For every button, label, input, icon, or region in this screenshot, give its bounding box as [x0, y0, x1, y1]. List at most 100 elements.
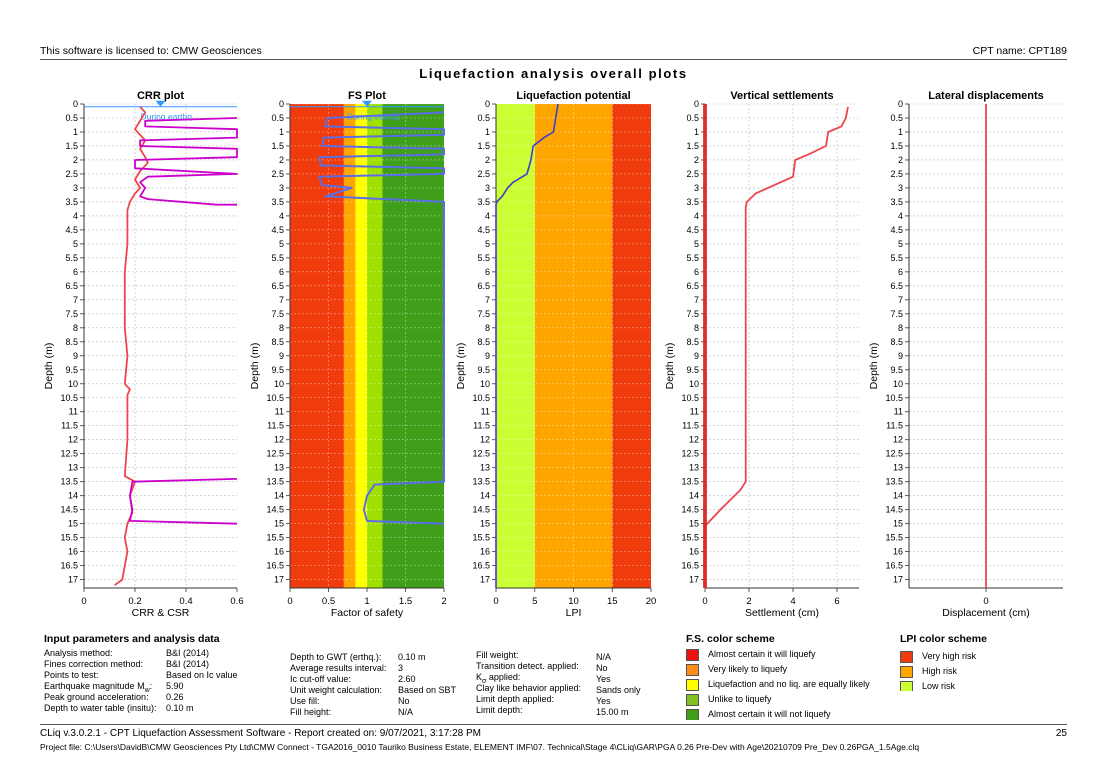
- param-label: Use fill:: [290, 696, 320, 706]
- y-tick-label: 11.5: [267, 421, 284, 431]
- y-tick-label: 5: [485, 239, 490, 249]
- param-label: Unit weight calculation:: [290, 685, 383, 695]
- param-label: Fill height:: [290, 707, 332, 717]
- y-tick-label: 2.5: [686, 169, 699, 179]
- y-tick-label: 6.5: [65, 281, 78, 291]
- y-tick-label: 5: [279, 239, 284, 249]
- x-axis-label: CRR & CSR: [132, 607, 190, 619]
- y-tick-label: 16: [893, 547, 903, 557]
- y-tick-label: 16.5: [681, 561, 699, 571]
- y-axis-label: Depth (m): [249, 343, 261, 390]
- y-tick-label: 6.5: [477, 281, 490, 291]
- y-tick-label: 17: [480, 575, 490, 585]
- param-value: 15.00 m: [596, 707, 629, 717]
- x-tick-label: 0.6: [230, 596, 243, 607]
- y-tick-label: 0: [73, 99, 78, 109]
- fs-scheme-label: Unlike to liquefy: [708, 694, 772, 704]
- fs-scheme-label: Liquefaction and no liq. are equally lik…: [708, 679, 870, 689]
- chart-title: Vertical settlements: [730, 90, 833, 102]
- y-tick-label: 13: [274, 463, 284, 473]
- chart-title: Lateral displacements: [928, 90, 1044, 102]
- y-tick-label: 1: [898, 127, 903, 137]
- y-tick-label: 16.5: [472, 561, 490, 571]
- lpi-scheme-swatch: [900, 681, 913, 691]
- y-tick-label: 8.5: [686, 337, 699, 347]
- lpi-scheme-legend: Very high risk High risk Low risk: [900, 650, 1060, 691]
- y-tick-label: 17: [274, 575, 284, 585]
- y-tick-label: 1.5: [477, 141, 490, 151]
- y-axis-label: Depth (m): [455, 343, 467, 390]
- y-tick-label: 14: [274, 491, 284, 501]
- y-tick-label: 6: [485, 267, 490, 277]
- y-tick-label: 10: [689, 379, 699, 389]
- y-tick-label: 11: [690, 407, 699, 417]
- y-tick-label: 6: [279, 267, 284, 277]
- chart-panel: FS Plot00.511.522.533.544.555.566.577.58…: [249, 90, 447, 619]
- lpi-scheme-title: LPI color scheme: [900, 633, 987, 645]
- y-tick-label: 4: [694, 211, 699, 221]
- y-tick-label: 8.5: [477, 337, 490, 347]
- lpi-scheme-item: Low risk: [900, 680, 1060, 691]
- y-tick-label: 9: [485, 351, 490, 361]
- y-tick-label: 10.5: [266, 393, 284, 403]
- param-label: Analysis method:: [44, 648, 113, 658]
- y-tick-label: 10: [480, 379, 490, 389]
- param-value: Yes: [596, 696, 611, 706]
- chart-title: FS Plot: [348, 90, 386, 102]
- y-tick-label: 0.5: [477, 113, 490, 123]
- y-tick-label: 7: [694, 295, 699, 305]
- series-line: [114, 106, 149, 586]
- params-col2-labels: Depth to GWT (erthq.): Average results i…: [290, 652, 386, 718]
- y-tick-label: 12: [893, 435, 903, 445]
- param-label: Fines correction method:: [44, 659, 144, 669]
- y-tick-label: 17: [689, 575, 699, 585]
- param-value: B&I (2014): [166, 648, 210, 658]
- y-tick-label: 1: [694, 127, 699, 137]
- y-tick-label: 14: [68, 491, 78, 501]
- y-tick-label: 15.5: [885, 533, 903, 543]
- y-tick-label: 7.5: [271, 309, 284, 319]
- y-tick-label: 17: [68, 575, 78, 585]
- x-tick-label: 15: [607, 596, 618, 607]
- y-tick-label: 13.5: [60, 477, 78, 487]
- y-tick-label: 3: [485, 183, 490, 193]
- param-value: Based on Ic value: [166, 670, 238, 680]
- x-tick-label: 0: [702, 596, 707, 607]
- y-tick-label: 15: [893, 519, 903, 529]
- y-tick-label: 15: [480, 519, 490, 529]
- y-tick-label: 8: [898, 323, 903, 333]
- y-tick-label: 4.5: [65, 225, 78, 235]
- y-tick-label: 15.5: [472, 533, 490, 543]
- y-tick-label: 15.5: [681, 533, 699, 543]
- settlement-axis-bar: [703, 104, 707, 588]
- y-tick-label: 10.5: [885, 393, 903, 403]
- x-tick-label: 2: [746, 596, 751, 607]
- y-tick-label: 8.5: [271, 337, 284, 347]
- param-label: Limit depth applied:: [476, 694, 555, 704]
- y-tick-label: 8: [73, 323, 78, 333]
- y-tick-label: 9.5: [890, 365, 903, 375]
- y-tick-label: 12.5: [60, 449, 78, 459]
- y-axis-label: Depth (m): [43, 343, 55, 390]
- y-tick-label: 14: [689, 491, 699, 501]
- y-tick-label: 13: [893, 463, 903, 473]
- params-col1-labels: Analysis method: Fines correction method…: [44, 648, 157, 714]
- y-tick-label: 5: [898, 239, 903, 249]
- x-axis-label: LPI: [566, 607, 582, 619]
- chart-band: [382, 104, 444, 588]
- y-tick-label: 4: [485, 211, 490, 221]
- y-tick-label: 12: [274, 435, 284, 445]
- x-tick-label: 1: [364, 596, 369, 607]
- y-tick-label: 2.5: [477, 169, 490, 179]
- gwt-annotation: During earthq.: [141, 111, 195, 121]
- y-tick-label: 0: [898, 99, 903, 109]
- chart-band: [290, 104, 344, 588]
- y-tick-label: 16: [274, 547, 284, 557]
- y-tick-label: 14.5: [885, 505, 903, 515]
- chart-band: [367, 104, 383, 588]
- x-tick-label: 0: [983, 596, 988, 607]
- x-tick-label: 5: [532, 596, 537, 607]
- chart-panel: CRR plot00.511.522.533.544.555.566.577.5…: [43, 90, 244, 619]
- y-tick-label: 5.5: [686, 253, 699, 263]
- param-label: Average results interval:: [290, 663, 387, 673]
